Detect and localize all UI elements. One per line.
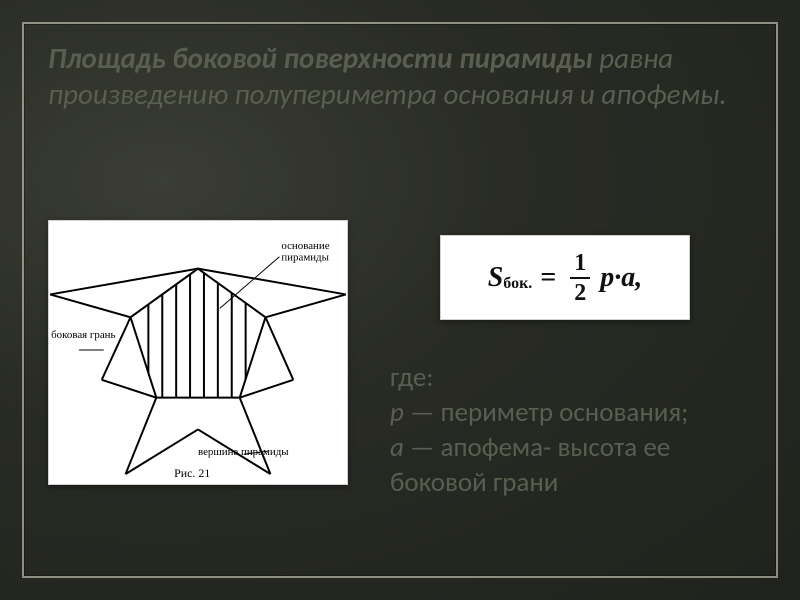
label-vertex: вершина пирамиды [198,446,289,458]
label-side: боковая грань [51,329,115,341]
formula-rhs: p·a, [600,262,642,294]
legend-p-line: p — периметр основания; [390,395,752,430]
legend-a-var: a [390,431,404,464]
slide: Площадь боковой поверхности пирамиды рав… [0,0,800,600]
formula-den: 2 [570,281,590,305]
formula-panel: Sбок. = 1 2 p·a, [440,235,690,320]
formula-lhs-var: S [488,262,504,294]
legend-p-var: p [390,396,404,429]
legend-a-line: a — апофема- высота ее боковой грани [390,430,752,500]
label-base-2: пирамиды [281,252,329,264]
formula-lhs-sub: бок. [503,275,532,293]
title-strong: Площадь боковой поверхности пирамиды [48,40,593,76]
diagram-caption: Рис. 21 [174,466,210,480]
title-block: Площадь боковой поверхности пирамиды рав… [48,40,752,113]
legend-p-text: — периметр основания; [404,396,689,429]
pyramid-diagram: основание пирамиды боковая грань вершина… [48,220,348,485]
legend-block: где: p — периметр основания; a — апофема… [390,360,752,500]
formula-eq: = [540,262,556,294]
formula-bar [570,277,590,279]
legend-where: где: [390,360,752,395]
formula-frac: 1 2 [570,251,590,305]
label-base-1: основание [281,240,329,252]
formula-num: 1 [570,251,590,275]
diagram-svg: основание пирамиды боковая грань вершина… [49,221,347,484]
legend-a-text: — апофема- высота ее боковой грани [390,431,670,499]
formula: Sбок. = 1 2 p·a, [488,251,643,305]
